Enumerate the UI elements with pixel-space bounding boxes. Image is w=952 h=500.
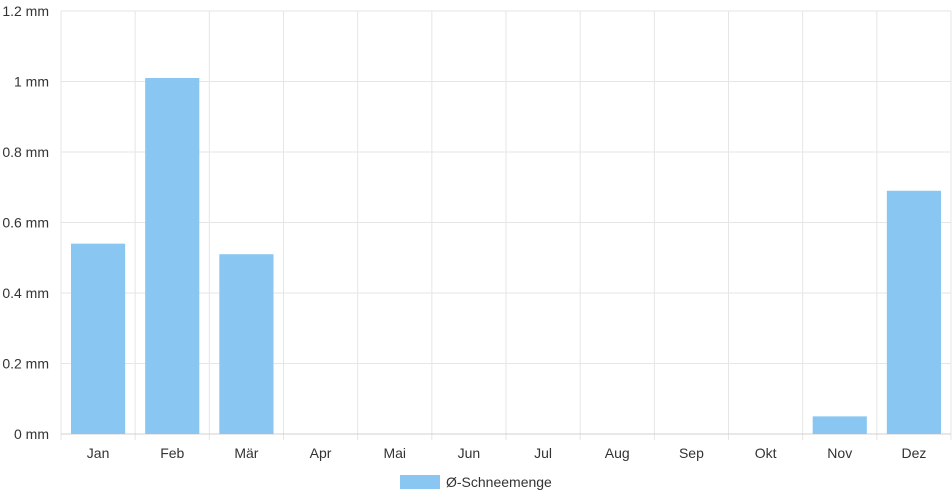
- bar-mär[interactable]: [219, 254, 274, 434]
- x-tick-label: Mai: [383, 445, 406, 461]
- bars: [71, 77, 941, 434]
- bar-jan[interactable]: [71, 243, 126, 434]
- x-tick-label: Sep: [679, 445, 704, 461]
- grid-lines: [60, 10, 952, 440]
- legend-swatch[interactable]: [400, 475, 440, 489]
- y-tick-label: 1 mm: [14, 74, 49, 90]
- x-tick-label: Okt: [755, 445, 777, 461]
- x-tick-label: Jul: [534, 445, 552, 461]
- x-tick-label: Feb: [160, 445, 184, 461]
- bar-dez[interactable]: [886, 190, 941, 434]
- x-tick-label: Nov: [827, 445, 852, 461]
- y-axis-labels: 0 mm 0.2 mm 0.4 mm 0.6 mm 0.8 mm 1 mm 1.2 mm: [2, 3, 49, 442]
- y-tick-label: 0.2 mm: [2, 356, 49, 372]
- x-tick-label: Apr: [310, 445, 332, 461]
- x-tick-label: Mär: [234, 445, 258, 461]
- y-tick-label: 0 mm: [14, 426, 49, 442]
- y-tick-label: 1.2 mm: [2, 3, 49, 19]
- y-tick-label: 0.8 mm: [2, 144, 49, 160]
- x-tick-label: Jun: [458, 445, 481, 461]
- y-tick-label: 0.6 mm: [2, 215, 49, 231]
- legend[interactable]: Ø-Schneemenge: [400, 474, 552, 490]
- x-axis-labels: Jan Feb Mär Apr Mai Jun Jul Aug Sep Okt Nov Dez: [87, 445, 927, 461]
- x-tick-label: Jan: [87, 445, 110, 461]
- x-tick-label: Aug: [605, 445, 630, 461]
- bar-feb[interactable]: [145, 77, 200, 434]
- x-tick-label: Dez: [901, 445, 926, 461]
- bar-nov[interactable]: [812, 416, 867, 434]
- legend-label[interactable]: Ø-Schneemenge: [446, 474, 552, 490]
- y-tick-label: 0.4 mm: [2, 285, 49, 301]
